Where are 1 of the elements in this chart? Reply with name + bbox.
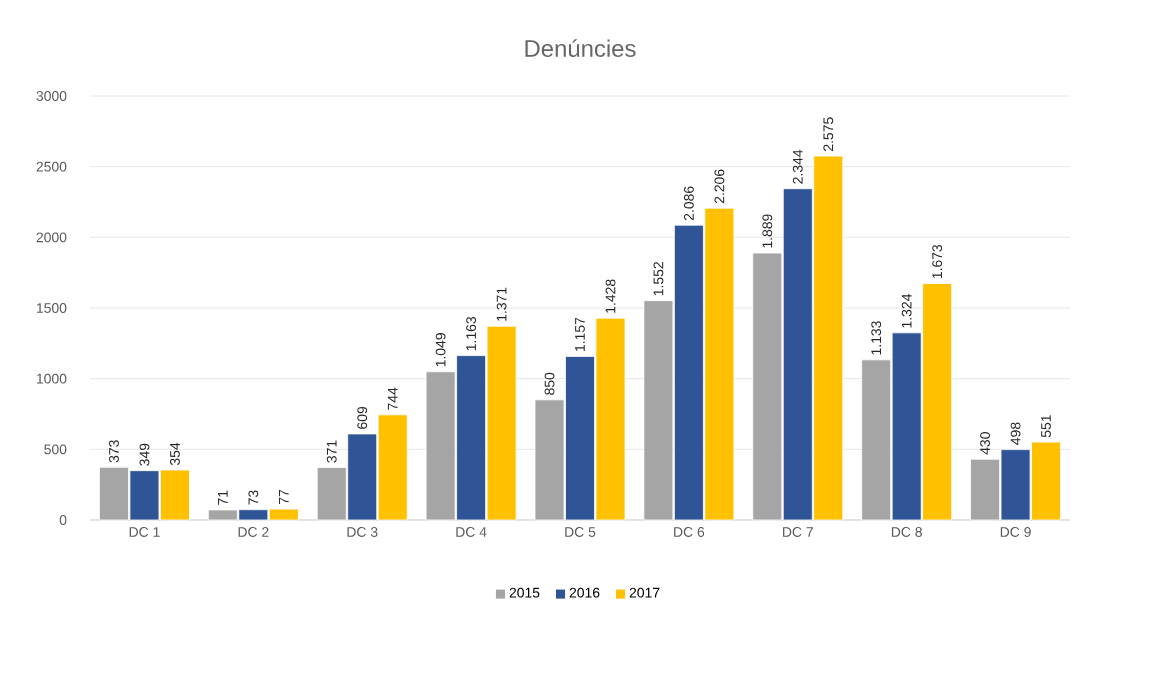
chart-title: Denúncies (525, 39, 636, 57)
